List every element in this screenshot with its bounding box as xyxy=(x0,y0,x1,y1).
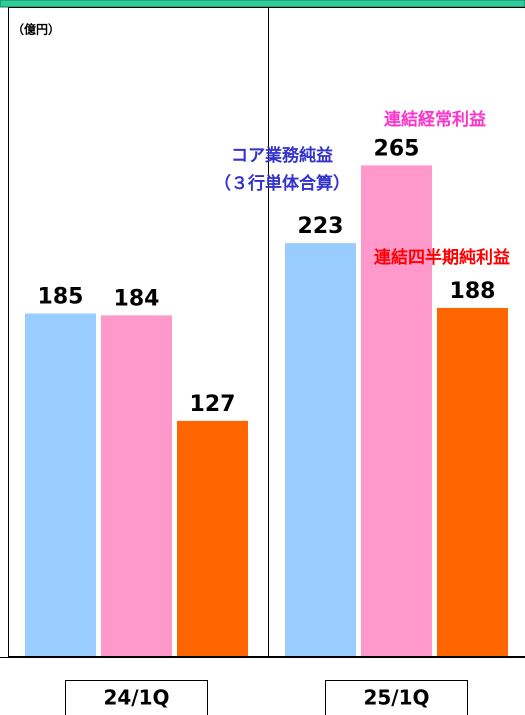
header-band xyxy=(0,0,525,8)
bar xyxy=(285,243,356,657)
unit-label: （億円） xyxy=(12,22,60,37)
value-label: 184 xyxy=(114,286,160,311)
bar xyxy=(177,420,248,656)
category-box xyxy=(65,680,208,715)
value-label: 223 xyxy=(298,214,344,239)
bar xyxy=(361,165,432,656)
series-label: コア業務純益 （３行単体合算） xyxy=(214,146,350,194)
bar xyxy=(101,315,172,656)
bar xyxy=(437,307,508,656)
value-label: 185 xyxy=(38,284,84,309)
category-box xyxy=(325,680,468,715)
x-tick-label: 25/1Q xyxy=(363,686,429,710)
bar xyxy=(25,313,96,656)
value-label: 127 xyxy=(190,392,236,417)
series-label: 連結経常利益 xyxy=(384,110,486,130)
x-tick-label: 24/1Q xyxy=(103,686,169,710)
value-label: 188 xyxy=(450,279,496,304)
value-label: 265 xyxy=(374,136,420,161)
series-label: 連結四半期純利益 xyxy=(374,248,510,268)
